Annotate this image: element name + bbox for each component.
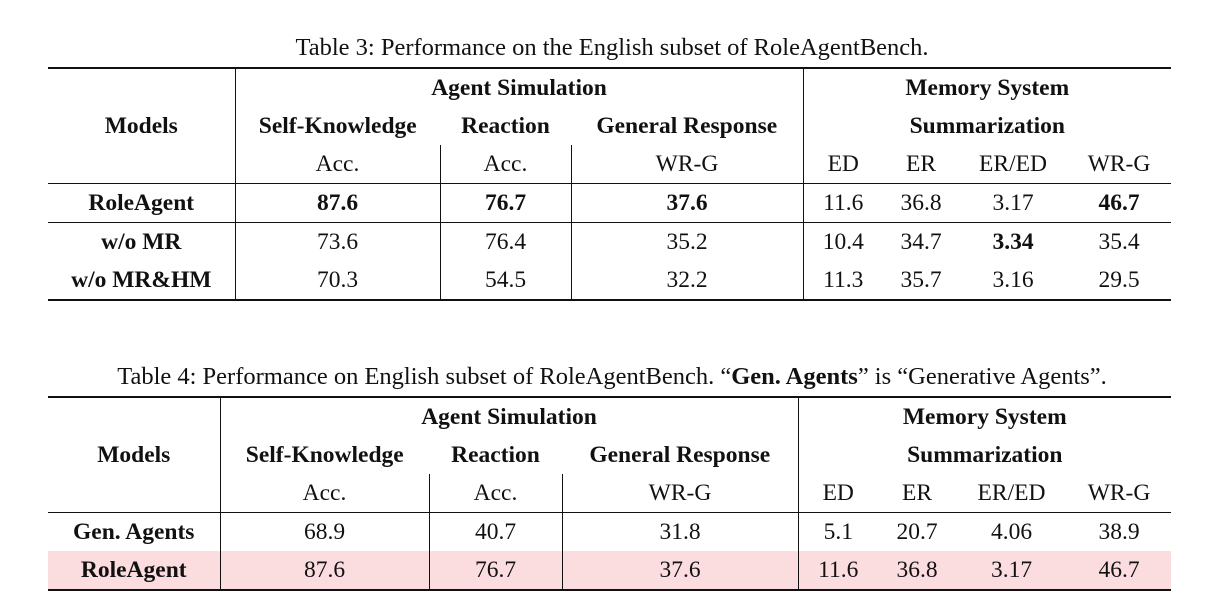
table-cell: 3.34 [959,222,1067,261]
table4-metric: ER/ED [977,479,1046,506]
table3-memory-system-header: Memory System [803,67,1172,107]
table4-metric-row: Acc. Acc. WR-G ED ER ER/ED WR-G [48,474,1171,513]
table-cell: 20.7 [878,512,956,551]
table3-metric: ED [827,150,859,177]
table4-reaction-header: Reaction [451,441,540,468]
table-cell: 37.6 [571,183,804,223]
table-cell: 76.4 [440,222,572,261]
table3-reaction-header: Reaction [461,112,550,139]
table4-caption-suffix: ” is “Generative Agents”. [857,363,1107,390]
table4-self-knowledge-header: Self-Knowledge [245,441,404,468]
table-cell: 35.4 [1067,222,1172,261]
table-cell: 36.8 [883,183,959,223]
table3-metric: WR-G [571,145,804,184]
table-cell: 87.6 [220,551,430,591]
table-cell: 32.2 [571,261,804,301]
table-cell: 68.9 [220,512,430,551]
table-cell: 34.7 [883,222,959,261]
table-cell: 3.17 [956,551,1067,591]
table4-metric: ED [822,479,854,506]
table3-general-response-header: General Response [571,107,804,145]
table4-model-name: Gen. Agents [48,512,221,551]
table3-header-row-2: Self-Knowledge Reaction General Response… [48,107,1171,145]
table4-caption: Table 4: Performance on English subset o… [0,362,1224,392]
table-cell: 3.17 [959,183,1067,223]
table-row: RoleAgent 87.6 76.7 37.6 11.6 36.8 3.17 … [48,183,1172,223]
table3-caption: Table 3: Performance on the English subs… [295,34,929,61]
table4: Models Agent Simulation Memory System Se… [48,396,1172,591]
table3-model-name: w/o MR [48,222,236,261]
table-cell: 46.7 [1067,183,1172,223]
table4-caption-prefix: Table 4: Performance on English subset o… [117,363,732,390]
table4-metric: Acc. [220,474,430,513]
table-cell: 11.6 [803,183,883,223]
table3-model-name: w/o MR&HM [48,261,236,301]
table4-models-header: Models [48,396,221,513]
table-cell: 35.7 [883,261,959,301]
table3-summarization-header: Summarization [909,112,1065,139]
table-cell: 10.4 [803,222,883,261]
table-cell: 76.7 [429,551,563,591]
table-cell: 70.3 [235,261,441,301]
table3-agent-simulation-header: Agent Simulation [235,67,804,107]
table4-model-name: RoleAgent [48,551,221,591]
table-row: w/o MR 73.6 76.4 35.2 10.4 34.7 3.34 35.… [48,222,1172,261]
table4-metric: WR-G [1087,479,1151,506]
table-cell: 5.1 [798,512,878,551]
table4-header-row-2: Self-Knowledge Reaction General Response… [48,436,1171,474]
table3-metric: WR-G [1087,150,1151,177]
table3-metric: Acc. [440,145,572,184]
table3-models-header: Models [48,67,236,184]
table-cell: 3.16 [959,261,1067,301]
table4-header-row-1: Models Agent Simulation Memory System [48,396,1172,513]
table-cell: 29.5 [1067,261,1172,301]
table4-agent-simulation-header: Agent Simulation [220,396,799,436]
table-cell: 40.7 [429,512,563,551]
table-cell: 4.06 [956,512,1067,551]
table-row: w/o MR&HM 70.3 54.5 32.2 11.3 35.7 3.16 … [48,261,1172,301]
table4-caption-bold: Gen. Agents [731,363,858,390]
table-cell: 87.6 [235,183,441,223]
table-cell: 36.8 [878,551,956,591]
table4-summarization-header: Summarization [907,441,1063,468]
table3-self-knowledge-header: Self-Knowledge [258,112,417,139]
table-row: Gen. Agents 68.9 40.7 31.8 5.1 20.7 4.06… [48,512,1172,551]
table3-model-name: RoleAgent [48,183,236,223]
table3-header-row-1: Models Agent Simulation Memory System [48,67,1172,184]
table-cell: 11.6 [798,551,878,591]
table3-metric: Acc. [235,145,441,184]
table3-metric: ER/ED [979,150,1047,177]
table4-metric: Acc. [429,474,563,513]
table-row-highlighted: RoleAgent 87.6 76.7 37.6 11.6 36.8 3.17 … [48,551,1172,591]
table3-metric: ER [905,150,937,177]
table-cell: 46.7 [1067,551,1172,591]
table3-metric-row: Acc. Acc. WR-G ED ER ER/ED WR-G [48,145,1171,184]
table-cell: 38.9 [1067,512,1172,551]
table-cell: 76.7 [440,183,572,223]
table4-metric: WR-G [562,474,799,513]
table3: Models Agent Simulation Memory System Se… [48,67,1172,301]
table-cell: 37.6 [562,551,799,591]
table4-metric: ER [901,479,933,506]
table-cell: 31.8 [562,512,799,551]
table4-memory-system-header: Memory System [798,396,1172,436]
table-cell: 54.5 [440,261,572,301]
table-cell: 73.6 [235,222,441,261]
table-cell: 11.3 [803,261,883,301]
table-cell: 35.2 [571,222,804,261]
table4-general-response-header: General Response [562,436,799,474]
